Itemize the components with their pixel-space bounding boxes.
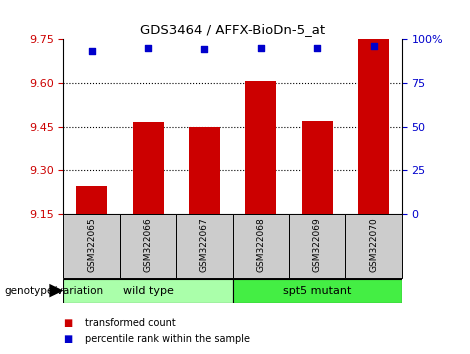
Polygon shape (49, 284, 63, 297)
Text: percentile rank within the sample: percentile rank within the sample (85, 334, 250, 344)
Bar (76, 187, 107, 214)
Text: GSM322067: GSM322067 (200, 217, 209, 272)
Bar (176, 214, 233, 278)
Point (201, 47, 208, 52)
Text: spt5 mutant: spt5 mutant (283, 286, 352, 296)
Bar (233, 279, 402, 303)
Point (370, 43, 377, 49)
Text: wild type: wild type (123, 286, 173, 296)
Bar (245, 81, 276, 214)
Text: transformed count: transformed count (85, 318, 175, 328)
Bar (358, 39, 389, 214)
Text: GSM322069: GSM322069 (313, 217, 322, 272)
Bar (289, 214, 345, 278)
Bar (233, 214, 289, 278)
Point (88, 48, 95, 54)
Bar (133, 122, 164, 214)
Text: GSM322065: GSM322065 (87, 217, 96, 272)
Bar (189, 127, 220, 214)
Text: GSM322070: GSM322070 (369, 217, 378, 272)
Point (257, 45, 265, 51)
Bar (120, 214, 176, 278)
Text: ■: ■ (63, 334, 73, 344)
Bar (63, 279, 233, 303)
Point (144, 45, 152, 51)
Text: genotype/variation: genotype/variation (5, 286, 104, 296)
Text: ■: ■ (63, 318, 73, 328)
Text: GSM322068: GSM322068 (256, 217, 266, 272)
Bar (302, 121, 333, 214)
Point (313, 45, 321, 51)
Text: GSM322066: GSM322066 (143, 217, 153, 272)
Bar (63, 214, 120, 278)
Title: GDS3464 / AFFX-BioDn-5_at: GDS3464 / AFFX-BioDn-5_at (140, 23, 325, 36)
Bar (345, 214, 402, 278)
